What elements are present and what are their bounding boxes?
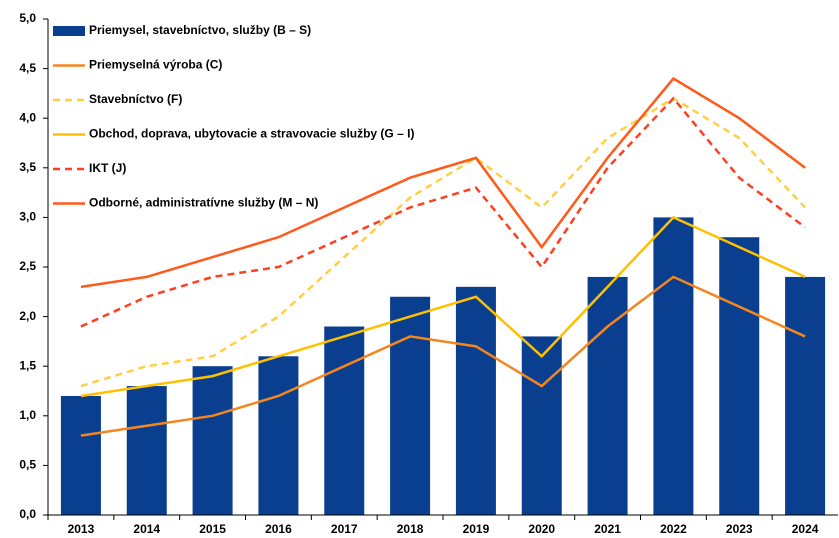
y-tick-label: 4,5 (19, 61, 36, 75)
y-tick-label: 0,0 (19, 507, 36, 521)
bar (390, 296, 431, 515)
bar (653, 217, 694, 515)
bar (455, 286, 496, 515)
legend-label: Priemyselná výroba (C) (89, 58, 222, 72)
x-tick-label: 2022 (660, 522, 687, 536)
x-tick-label: 2018 (397, 522, 424, 536)
x-tick-label: 2019 (463, 522, 490, 536)
legend-label: Odborné, administratívne služby (M – N) (89, 196, 318, 210)
x-tick-label: 2013 (68, 522, 95, 536)
bar (126, 386, 167, 515)
x-tick-label: 2021 (594, 522, 621, 536)
bar (60, 395, 101, 515)
legend-label: Priemysel, stavebníctvo, služby (B – S) (89, 23, 311, 37)
x-tick-label: 2024 (792, 522, 819, 536)
bar (192, 366, 233, 515)
x-tick-label: 2014 (133, 522, 160, 536)
y-tick-label: 1,5 (19, 358, 36, 372)
y-tick-label: 4,0 (19, 110, 36, 124)
line (80, 215, 806, 398)
line (80, 96, 806, 388)
bar (521, 336, 562, 515)
bar (587, 276, 628, 515)
x-tick-label: 2020 (528, 522, 555, 536)
legend-label: Obchod, doprava, ubytovacie a stravovaci… (89, 127, 414, 141)
x-tick-label: 2015 (199, 522, 226, 536)
bar (785, 276, 826, 515)
legend-swatch (53, 26, 85, 36)
bar (719, 237, 760, 516)
legend-label: Stavebníctvo (F) (89, 92, 182, 106)
legend-label: IKT (J) (89, 161, 126, 175)
y-tick-label: 0,5 (19, 458, 36, 472)
y-tick-label: 2,5 (19, 259, 36, 273)
line (80, 275, 806, 437)
x-tick-label: 2016 (265, 522, 292, 536)
y-tick-label: 3,0 (19, 210, 36, 224)
y-tick-label: 5,0 (19, 11, 36, 25)
line (80, 96, 806, 328)
y-tick-label: 1,0 (19, 408, 36, 422)
y-tick-label: 3,5 (19, 160, 36, 174)
bar (258, 356, 299, 515)
bar (324, 326, 365, 515)
y-tick-label: 2,0 (19, 309, 36, 323)
x-tick-label: 2023 (726, 522, 753, 536)
x-tick-label: 2017 (331, 522, 358, 536)
line (80, 76, 806, 289)
